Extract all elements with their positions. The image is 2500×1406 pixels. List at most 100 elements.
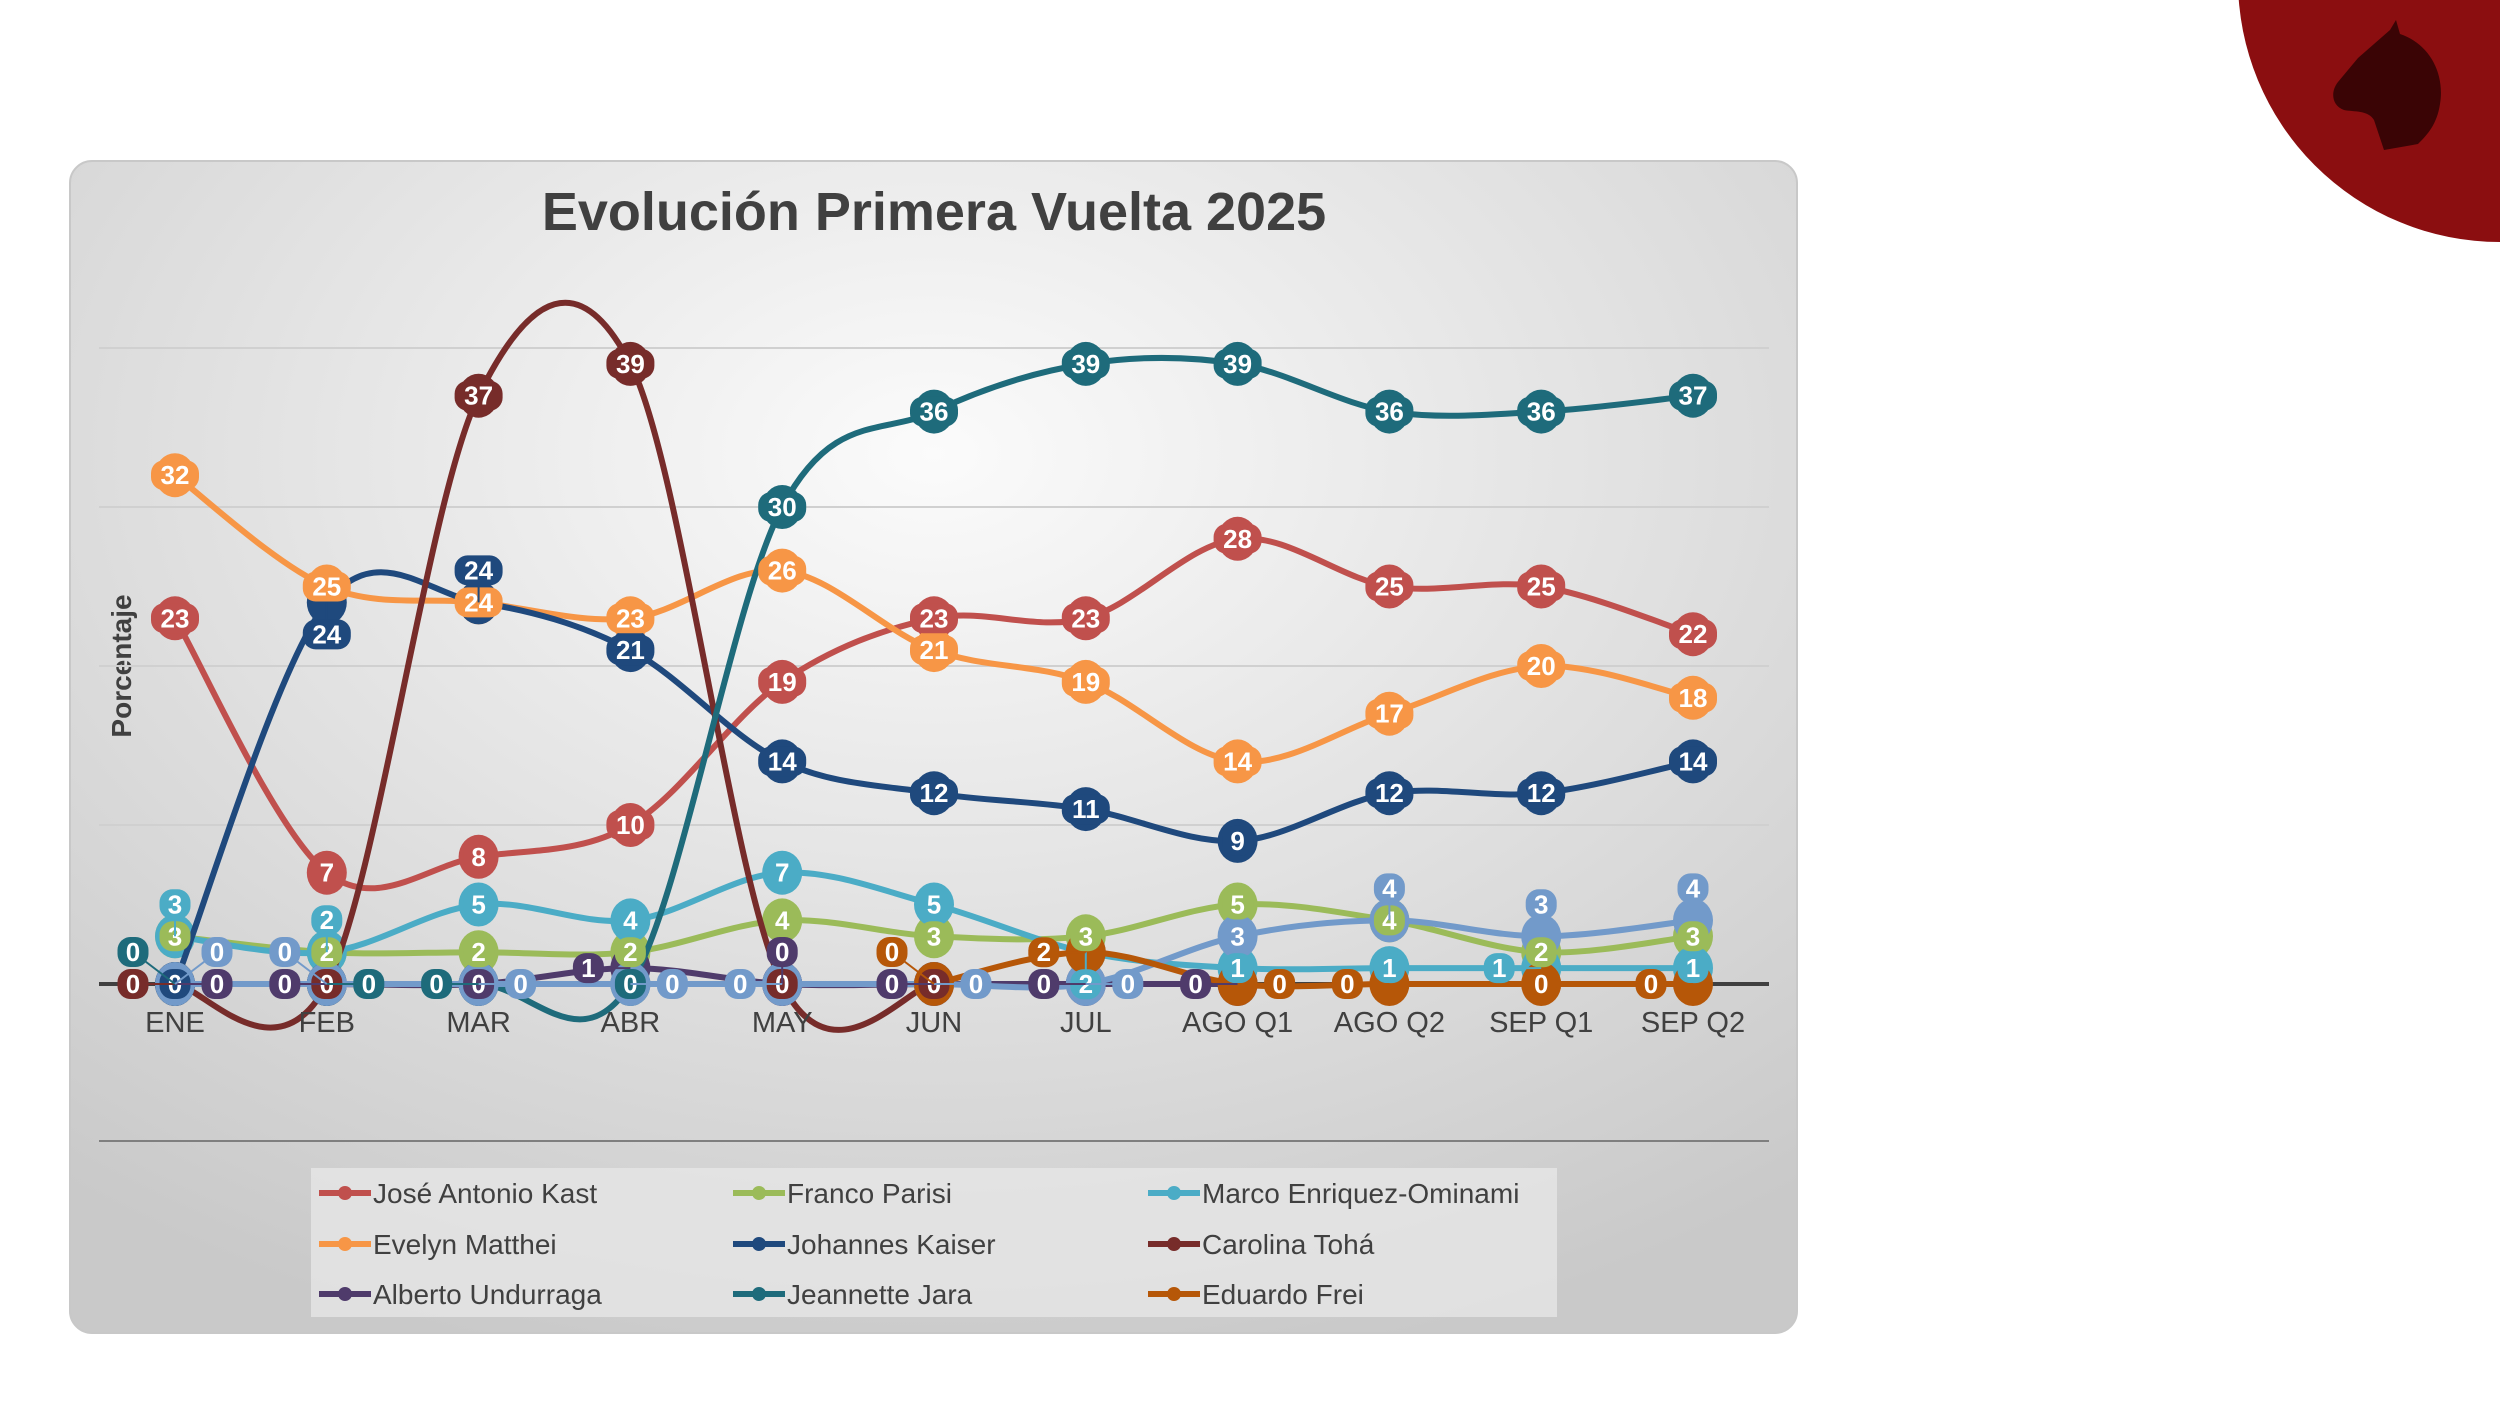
data-label-group: 2 [1525, 937, 1557, 968]
data-label-background [1365, 396, 1414, 427]
data-label-group: 25 [1365, 571, 1414, 602]
data-label-group: 21 [606, 635, 655, 666]
legend-label: José Antonio Kast [373, 1178, 597, 1209]
legend-label: Carolina Tohá [1202, 1229, 1375, 1260]
x-tick-label: MAR [446, 1007, 510, 1039]
data-label-background [1028, 937, 1060, 968]
data-label-background [606, 810, 655, 840]
data-label: 39 [1223, 349, 1252, 379]
data-label: 17 [1375, 699, 1404, 729]
data-label-background [454, 380, 503, 411]
data-label: 0 [775, 937, 789, 967]
data-label-background [421, 969, 453, 999]
data-label: 4 [623, 905, 638, 935]
data-label-group: 0 [174, 937, 233, 985]
data-label-group: 0 [175, 969, 233, 999]
data-label-background [606, 348, 655, 379]
data-label-background [269, 969, 301, 999]
x-tick-label: FEB [299, 1007, 355, 1039]
data-label: 3 [1079, 921, 1093, 951]
data-label-background [918, 921, 950, 952]
data-label-group: 1 [1483, 953, 1542, 984]
data-label-background [1222, 953, 1254, 984]
data-label: 28 [1223, 524, 1252, 554]
data-label-background [201, 969, 233, 999]
data-label-group: 23 [151, 603, 199, 634]
data-label-background [302, 571, 351, 602]
data-label-background [311, 905, 343, 936]
data-label-background [758, 666, 807, 697]
data-label-group: 0 [326, 969, 385, 999]
data-label: 1 [581, 953, 595, 983]
data-label-background [463, 841, 495, 872]
legend-marker [752, 1237, 766, 1251]
data-label-background [910, 635, 958, 666]
data-label-group: 0 [1331, 969, 1390, 999]
data-label-background [1669, 746, 1717, 777]
data-label-background [758, 746, 807, 777]
data-label: 3 [1534, 889, 1548, 919]
legend-marker [338, 1287, 352, 1301]
data-label: 10 [616, 810, 645, 840]
data-label: 14 [768, 746, 797, 776]
data-label: 2 [471, 937, 485, 967]
data-label-background [1365, 778, 1414, 809]
data-label-group: 3 [1525, 889, 1557, 937]
data-label-group: 25 [302, 571, 351, 602]
data-label-group: 12 [910, 778, 958, 809]
legend-label: Evelyn Matthei [373, 1229, 557, 1260]
data-label-group: 0 [269, 969, 327, 999]
data-label-group: 12 [1365, 778, 1414, 809]
data-label-background [876, 937, 908, 967]
data-label-group: 0 [478, 969, 537, 999]
data-label-background [910, 396, 958, 427]
data-label-background [1635, 969, 1667, 999]
data-label-group: 3 [1070, 921, 1102, 952]
data-label-group: 2 [311, 905, 343, 953]
data-label-background [918, 889, 950, 920]
data-label-group: 24 [302, 602, 351, 650]
x-tick-label: JUL [1060, 1007, 1112, 1039]
data-label: 1 [1382, 953, 1396, 983]
legend-item: Jeannette Jara [733, 1279, 973, 1310]
data-label-background [1525, 937, 1557, 968]
data-label: 24 [312, 619, 341, 649]
x-tick-label: SEP Q2 [1641, 1007, 1745, 1039]
series-line [172, 569, 1694, 986]
data-label-group: 1 [572, 953, 631, 984]
data-label: 32 [161, 460, 190, 490]
data-label: 39 [616, 349, 645, 379]
legend-label: Jeannette Jara [787, 1279, 973, 1310]
legend-marker [338, 1186, 352, 1200]
data-label-group: 12 [1517, 778, 1566, 809]
data-label-background [1213, 746, 1262, 777]
legend-marker [338, 1237, 352, 1251]
data-label: 20 [1527, 651, 1556, 681]
data-label-group: 2 [614, 937, 646, 968]
data-label: 26 [768, 556, 797, 586]
data-label: 21 [616, 635, 645, 665]
data-label-group: 0 [1180, 969, 1238, 999]
data-label-group: 36 [910, 396, 958, 427]
data-label-group: 4 [766, 905, 798, 936]
data-label-background [766, 905, 798, 936]
data-label: 0 [278, 969, 292, 999]
data-label-background [505, 969, 537, 999]
data-label-group: 20 [1517, 651, 1566, 681]
data-label-group: 7 [766, 857, 798, 888]
data-label-background [606, 635, 655, 666]
data-label: 19 [768, 667, 797, 697]
chart-title: Evolución Primera Vuelta 2025 [542, 182, 1326, 242]
data-label-group: 17 [1365, 698, 1414, 729]
data-label-group: 23 [910, 603, 958, 634]
data-label-group: 0 [724, 969, 783, 999]
data-label-group: 28 [1213, 523, 1262, 554]
data-label-group: 5 [463, 889, 495, 920]
data-label: 37 [464, 381, 493, 411]
data-label: 1 [1492, 953, 1506, 983]
x-tick-label: ENE [145, 1007, 205, 1039]
x-tick-label: JUN [906, 1007, 962, 1039]
data-label-background [151, 603, 199, 634]
data-label: 11 [1072, 794, 1100, 824]
data-label-group: 9 [1222, 825, 1254, 856]
